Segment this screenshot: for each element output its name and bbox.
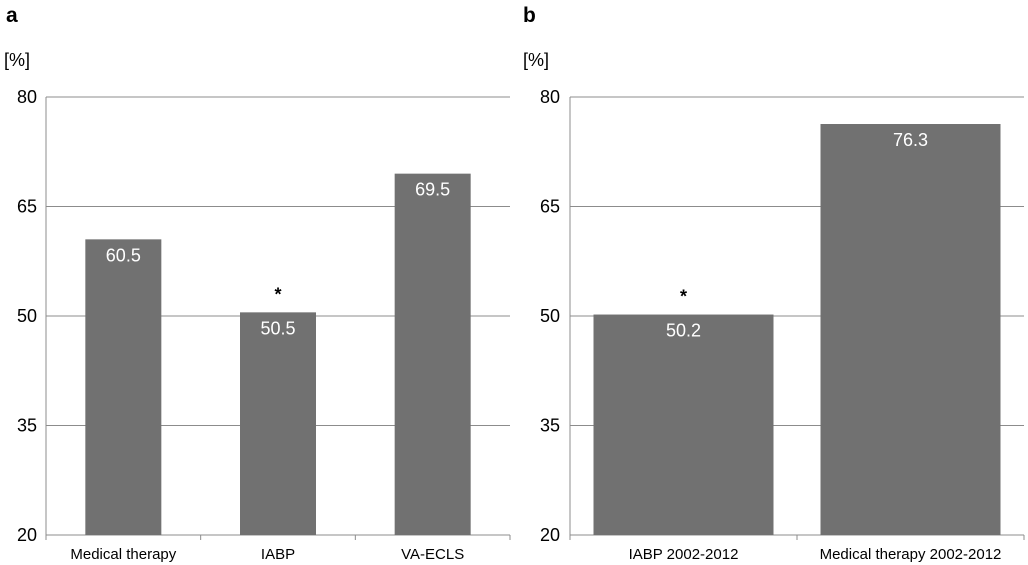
y-tick-label: 50: [540, 306, 560, 326]
x-tick-label: IABP: [261, 546, 295, 563]
bar: [240, 312, 316, 535]
data-label: 69.5: [415, 180, 450, 200]
y-unit-label: [%]: [4, 50, 30, 70]
bar: [593, 314, 774, 535]
y-tick-label: 80: [17, 87, 37, 107]
bar: [820, 124, 1001, 535]
data-label: 50.5: [260, 318, 295, 338]
panel-label: b: [523, 4, 536, 27]
x-tick-label: VA-ECLS: [401, 546, 464, 563]
x-tick-label: IABP 2002-2012: [629, 546, 739, 563]
y-tick-label: 65: [540, 197, 560, 217]
y-tick-label: 80: [540, 87, 560, 107]
panel-label: a: [6, 4, 18, 27]
y-tick-label: 35: [17, 416, 37, 436]
x-tick-label: Medical therapy: [70, 546, 176, 563]
significance-marker: *: [680, 287, 687, 307]
data-label: 50.2: [666, 321, 701, 341]
y-tick-label: 50: [17, 306, 37, 326]
data-label: 60.5: [106, 245, 141, 265]
y-tick-label: 65: [17, 197, 37, 217]
x-tick-label: Medical therapy 2002-2012: [820, 546, 1002, 563]
data-label: 76.3: [893, 130, 928, 150]
y-unit-label: [%]: [523, 50, 549, 70]
y-tick-label: 20: [17, 525, 37, 545]
bar: [85, 239, 162, 535]
bar: [394, 173, 471, 535]
y-tick-label: 20: [540, 525, 560, 545]
y-tick-label: 35: [540, 416, 560, 436]
significance-marker: *: [274, 284, 281, 304]
